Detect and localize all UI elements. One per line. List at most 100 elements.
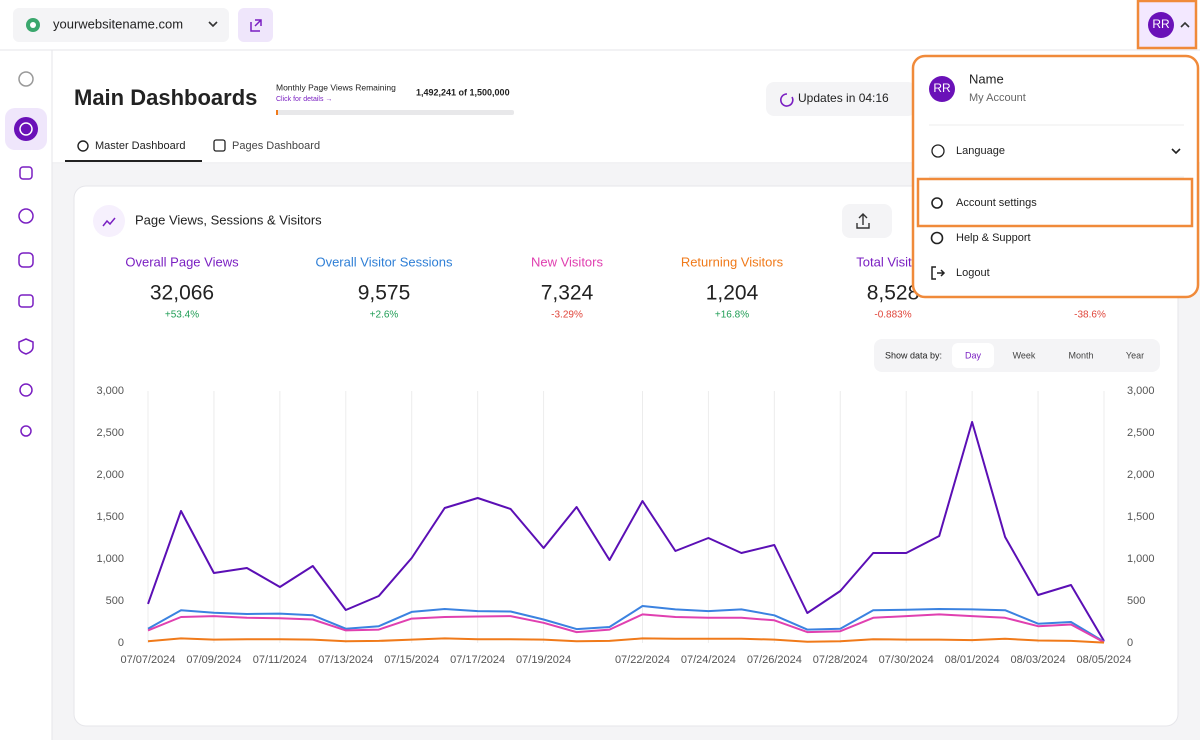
updates-text: Updates in 04:16 — [798, 91, 889, 105]
y2-tick-label: 0 — [1127, 637, 1133, 649]
nav-icon[interactable] — [20, 425, 32, 437]
show-by-label: Show data by: — [885, 350, 942, 360]
menu-item[interactable]: Account settings — [956, 197, 1037, 209]
menu-item[interactable]: Logout — [956, 267, 990, 279]
site-name: yourwebsitename.com — [53, 16, 183, 31]
x-tick-label: 07/22/2024 — [615, 654, 670, 666]
nav-icon[interactable] — [18, 294, 34, 308]
x-tick-label: 07/13/2024 — [318, 654, 373, 666]
period-option[interactable]: Year — [1126, 350, 1144, 360]
nav-icon[interactable] — [18, 71, 34, 87]
periods: Day Week Month Year — [965, 350, 1144, 360]
x-tick-label: 08/05/2024 — [1076, 654, 1131, 666]
quota-value: 1,492,241 of 1,500,000 — [416, 87, 510, 97]
account-menu: RR Name My Account Language Account sett… — [911, 54, 1200, 299]
stat-change: -38.6% — [1074, 310, 1106, 321]
refresh-icon — [780, 93, 794, 107]
y2-tick-label: 3,000 — [1127, 385, 1155, 397]
quota-link[interactable]: Click for details → — [276, 96, 332, 103]
series-line — [147, 613, 1105, 644]
nav-icon-active[interactable] — [14, 117, 38, 141]
x-tick-label: 08/03/2024 — [1011, 654, 1066, 666]
menu-item[interactable]: Help & Support — [956, 232, 1031, 244]
card-title: Page Views, Sessions & Visitors — [135, 212, 322, 227]
card-icon-bg — [93, 205, 125, 237]
globe-icon — [931, 144, 945, 158]
avatar — [1148, 12, 1174, 38]
x-tick-label: 08/01/2024 — [945, 654, 1000, 666]
y-tick-label: 500 — [106, 595, 124, 607]
chevron — [1171, 148, 1181, 155]
stat-change: -3.29% — [551, 310, 583, 321]
avatar-initials: RR — [1152, 17, 1170, 31]
y2-tick-label: 1,000 — [1127, 553, 1155, 565]
nav-icon[interactable] — [18, 338, 34, 355]
x-tick-label: 07/09/2024 — [186, 654, 241, 666]
x-tick-label: 07/19/2024 — [516, 654, 571, 666]
tab[interactable]: Pages Dashboard — [232, 140, 320, 152]
x-tick-label: 07/11/2024 — [253, 654, 307, 666]
y2-tick-label: 2,000 — [1127, 469, 1155, 481]
stat-value: 32,066 — [150, 282, 214, 305]
gear-icon — [931, 197, 943, 209]
tab-icon — [213, 139, 226, 152]
stats: Overall Page Views 32,066 +53.4% Overall Vi… — [125, 254, 1106, 320]
nav-icon[interactable] — [18, 208, 34, 224]
x-tick-label: 07/24/2024 — [681, 654, 736, 666]
y2-tick-label: 2,500 — [1127, 427, 1155, 439]
y-tick-label: 1,500 — [96, 511, 124, 523]
x-tick-label: 07/28/2024 — [813, 654, 868, 666]
site-selector[interactable] — [13, 8, 229, 42]
y-tick-label: 2,500 — [96, 427, 124, 439]
chart: 07/07/2024 07/09/2024 07/11/2024 07/13/2024… — [96, 385, 1154, 666]
stat-value: 1,204 — [706, 282, 759, 305]
x-tick-label: 07/15/2024 — [384, 654, 439, 666]
x-tick-label: 07/26/2024 — [747, 654, 802, 666]
stat-value: 8,528 — [867, 282, 920, 305]
tab-underline — [65, 160, 202, 162]
tab[interactable]: Master Dashboard — [95, 140, 186, 152]
menu-sub: My Account — [969, 92, 1026, 104]
menu-name: Name — [969, 71, 1004, 86]
y-tick-label: 2,000 — [96, 469, 124, 481]
tab-icon — [77, 140, 89, 152]
updates-button[interactable] — [766, 82, 916, 116]
x-tick-label: 07/07/2024 — [120, 654, 175, 666]
nav-icon[interactable] — [19, 383, 33, 397]
series-line — [147, 605, 1105, 643]
period-active-bg — [952, 343, 994, 368]
menu-item[interactable]: Language — [956, 145, 1005, 157]
menu-avatar — [929, 76, 955, 102]
x-tick-label: 07/30/2024 — [879, 654, 934, 666]
export-icon — [856, 213, 870, 229]
menu-avatar-initials: RR — [933, 81, 951, 95]
quota-bar — [276, 110, 514, 115]
stat-value: 7,324 — [541, 282, 594, 305]
period-selector — [874, 339, 1160, 372]
external-link-icon — [250, 19, 262, 32]
export-button[interactable] — [842, 204, 892, 238]
series-line — [147, 421, 1105, 642]
stat-change: +2.6% — [370, 310, 399, 321]
stat-change: +16.8% — [715, 310, 749, 321]
nav-icon-glyph — [19, 122, 33, 136]
sidebar-icons — [5, 71, 47, 437]
y-tick-label: 1,000 — [96, 553, 124, 565]
nav-icon[interactable] — [18, 252, 34, 268]
y-tick-label: 0 — [118, 637, 124, 649]
stat-label: Overall Visitor Sessions — [315, 254, 453, 269]
period-option[interactable]: Day — [965, 350, 982, 360]
stat-change: +53.4% — [165, 310, 199, 321]
support-icon — [930, 231, 944, 245]
stat-change: -0.883% — [874, 310, 911, 321]
site-icon-dot — [30, 22, 36, 28]
logout-icon — [931, 266, 946, 280]
y2-tick-label: 500 — [1127, 595, 1145, 607]
quota-bar-fill — [276, 110, 278, 115]
nav-icon[interactable] — [19, 166, 33, 180]
stat-label: Returning Visitors — [681, 254, 784, 269]
period-option[interactable]: Month — [1068, 350, 1093, 360]
card-icon — [102, 217, 116, 227]
period-option[interactable]: Week — [1013, 350, 1036, 360]
